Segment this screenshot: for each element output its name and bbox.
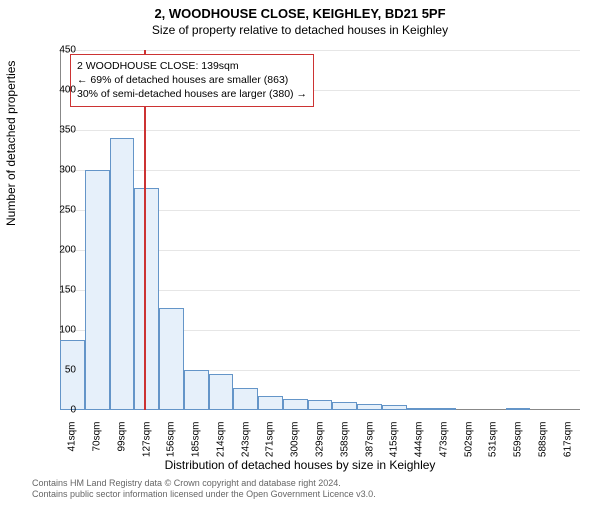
x-tick-label: 387sqm: [364, 422, 375, 462]
gridline: [60, 170, 580, 171]
x-tick-label: 444sqm: [414, 422, 425, 462]
y-tick-label: 450: [46, 45, 76, 56]
histogram-bar: [431, 408, 456, 410]
annotation-box: 2 WOODHOUSE CLOSE: 139sqm← 69% of detach…: [70, 54, 314, 107]
histogram-bar: [233, 388, 258, 410]
histogram-bar: [134, 188, 159, 410]
footer-line-1: Contains HM Land Registry data © Crown c…: [32, 478, 376, 489]
x-tick-label: 415sqm: [389, 422, 400, 462]
x-tick-label: 588sqm: [537, 422, 548, 462]
histogram-bar: [332, 402, 357, 410]
annotation-line: 30% of semi-detached houses are larger (…: [77, 87, 307, 101]
annotation-line: 2 WOODHOUSE CLOSE: 139sqm: [77, 59, 307, 73]
histogram-bar: [85, 170, 110, 410]
page-title: 2, WOODHOUSE CLOSE, KEIGHLEY, BD21 5PF: [0, 6, 600, 21]
y-tick-label: 400: [46, 85, 76, 96]
gridline: [60, 130, 580, 131]
y-axis-label: Number of detached properties: [4, 61, 18, 226]
histogram-bar: [407, 408, 432, 410]
x-tick-label: 559sqm: [513, 422, 524, 462]
histogram-bar: [159, 308, 184, 410]
y-tick-label: 350: [46, 125, 76, 136]
histogram-bar: [258, 396, 283, 410]
annotation-line: ← 69% of detached houses are smaller (86…: [77, 73, 307, 87]
y-tick-label: 50: [46, 365, 76, 376]
x-tick-label: 41sqm: [67, 422, 78, 462]
x-tick-label: 70sqm: [92, 422, 103, 462]
x-tick-label: 185sqm: [191, 422, 202, 462]
y-tick-label: 150: [46, 285, 76, 296]
x-tick-label: 156sqm: [166, 422, 177, 462]
histogram-bar: [283, 399, 308, 410]
x-tick-label: 243sqm: [240, 422, 251, 462]
footer-credits: Contains HM Land Registry data © Crown c…: [32, 478, 376, 501]
y-tick-label: 300: [46, 165, 76, 176]
x-tick-label: 127sqm: [141, 422, 152, 462]
x-tick-label: 271sqm: [265, 422, 276, 462]
gridline: [60, 50, 580, 51]
y-tick-label: 0: [46, 405, 76, 416]
y-tick-label: 200: [46, 245, 76, 256]
x-tick-label: 214sqm: [215, 422, 226, 462]
x-tick-label: 358sqm: [339, 422, 350, 462]
histogram-bar: [184, 370, 209, 410]
page-subtitle: Size of property relative to detached ho…: [0, 23, 600, 37]
histogram-bar: [506, 408, 531, 410]
chart-area: 2 WOODHOUSE CLOSE: 139sqm← 69% of detach…: [60, 50, 580, 410]
x-tick-label: 99sqm: [116, 422, 127, 462]
x-tick-label: 300sqm: [290, 422, 301, 462]
histogram-bar: [110, 138, 135, 410]
histogram-bar: [209, 374, 234, 410]
y-tick-label: 250: [46, 205, 76, 216]
x-tick-label: 502sqm: [463, 422, 474, 462]
x-tick-label: 531sqm: [488, 422, 499, 462]
y-tick-label: 100: [46, 325, 76, 336]
x-tick-label: 329sqm: [315, 422, 326, 462]
histogram-bar: [357, 404, 382, 410]
footer-line-2: Contains public sector information licen…: [32, 489, 376, 500]
x-tick-label: 473sqm: [438, 422, 449, 462]
histogram-bar: [308, 400, 333, 410]
histogram-bar: [382, 405, 407, 410]
x-tick-label: 617sqm: [562, 422, 573, 462]
